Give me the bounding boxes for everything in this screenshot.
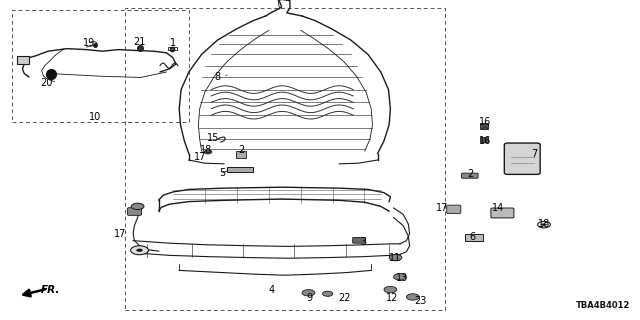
Bar: [480, 123, 488, 129]
Text: 16: 16: [479, 136, 492, 146]
Text: 17: 17: [195, 152, 207, 162]
Bar: [12, 10, 189, 122]
Text: 12: 12: [386, 292, 399, 303]
Text: 16: 16: [479, 116, 492, 127]
Circle shape: [406, 294, 419, 300]
Text: 13: 13: [396, 273, 408, 284]
Text: FR.: FR.: [40, 285, 60, 295]
Bar: [17, 56, 29, 64]
Text: 18: 18: [538, 219, 550, 229]
Bar: [465, 234, 483, 241]
Text: 9: 9: [306, 293, 312, 303]
Circle shape: [389, 254, 402, 261]
Text: 1: 1: [170, 38, 176, 48]
Text: 3: 3: [360, 236, 367, 247]
Circle shape: [323, 291, 333, 296]
Text: 2: 2: [239, 145, 245, 156]
Text: 14: 14: [492, 203, 504, 213]
Circle shape: [131, 246, 148, 255]
Circle shape: [302, 290, 315, 296]
Text: 6: 6: [469, 232, 476, 242]
Circle shape: [394, 274, 406, 280]
FancyBboxPatch shape: [353, 237, 365, 243]
Text: 18: 18: [200, 145, 212, 156]
Bar: [168, 47, 177, 50]
Bar: [480, 137, 488, 142]
FancyBboxPatch shape: [491, 208, 514, 218]
FancyBboxPatch shape: [504, 143, 540, 174]
Bar: [125, 8, 445, 310]
Text: 10: 10: [88, 112, 101, 122]
Circle shape: [384, 286, 397, 293]
Circle shape: [131, 203, 144, 210]
Text: TBA4B4012: TBA4B4012: [576, 301, 630, 310]
Text: 22: 22: [338, 293, 351, 303]
Text: 2: 2: [467, 169, 474, 180]
Text: 7: 7: [531, 148, 538, 159]
FancyBboxPatch shape: [127, 208, 141, 215]
Text: 21: 21: [133, 36, 146, 47]
Text: 17: 17: [436, 203, 448, 213]
Text: 4: 4: [269, 284, 275, 295]
Text: 20: 20: [40, 78, 52, 88]
FancyBboxPatch shape: [236, 151, 246, 158]
FancyBboxPatch shape: [461, 173, 478, 178]
Text: 15: 15: [207, 132, 220, 143]
Circle shape: [204, 150, 212, 154]
Text: 19: 19: [83, 38, 95, 48]
Circle shape: [541, 223, 547, 226]
Text: 17: 17: [115, 228, 127, 239]
Text: 8: 8: [214, 72, 221, 82]
Text: 23: 23: [415, 296, 427, 306]
Bar: [227, 167, 253, 172]
FancyBboxPatch shape: [447, 205, 461, 213]
Text: 11: 11: [389, 252, 402, 263]
Text: 5: 5: [220, 168, 226, 178]
Circle shape: [136, 249, 143, 252]
